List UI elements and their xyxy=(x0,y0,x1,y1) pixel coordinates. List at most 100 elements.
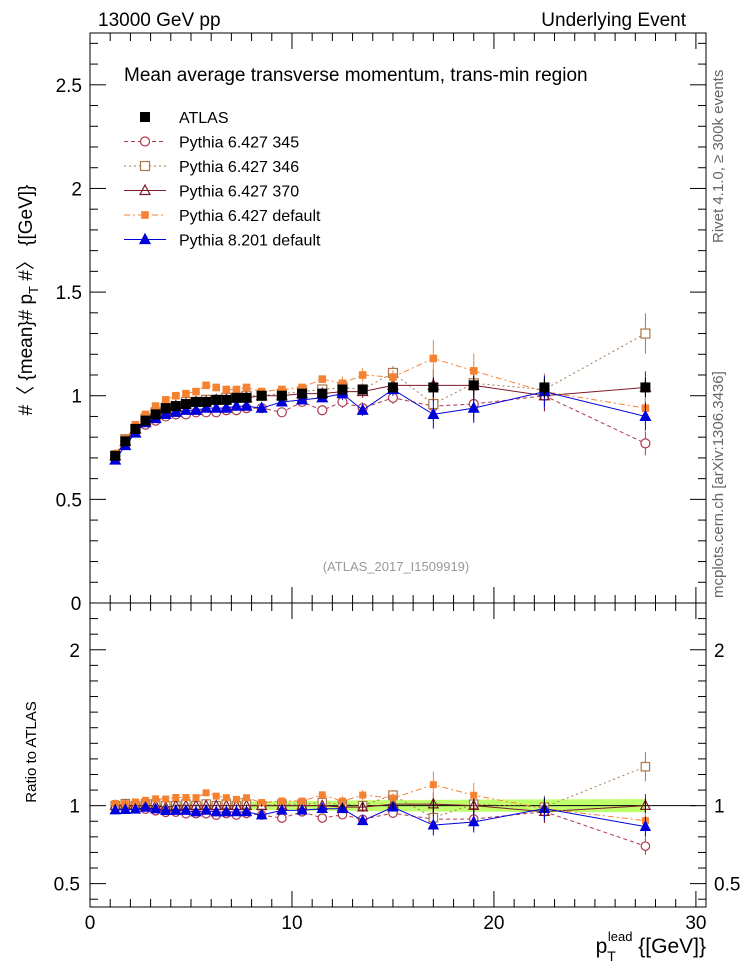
point-pythia-6-427-default xyxy=(298,383,306,392)
ratio-point-pythia-6-427-default xyxy=(212,792,220,800)
point-atlas xyxy=(297,388,308,399)
header-left: 13000 GeV pp xyxy=(98,10,221,31)
ratio-point-pythia-8-201-default xyxy=(639,820,652,831)
point-pythia-6-427-default xyxy=(389,373,397,381)
x-axis-label: pTlead {[GeV]} xyxy=(596,929,706,964)
point-pythia-8-201-default xyxy=(230,399,243,411)
ratio-point-pythia-6-427-default xyxy=(470,791,478,799)
ratio-point-pythia-6-427-default xyxy=(232,795,240,803)
point-pythia-8-201-default xyxy=(467,401,480,413)
ratio-point-pythia-6-427-345 xyxy=(277,813,287,823)
point-pythia-6-427-default xyxy=(318,375,327,383)
point-atlas xyxy=(337,384,348,395)
point-atlas xyxy=(201,396,212,407)
y-tick-label: 0.5 xyxy=(56,490,82,511)
ratio-point-pythia-8-201-default xyxy=(427,818,440,830)
ratio-point-pythia-6-427-default xyxy=(142,796,150,804)
main-y-axis-label: #〈 {mean}# pT #〉 {[GeV]} xyxy=(15,185,41,416)
ratio-point-pythia-6-427-346 xyxy=(640,761,651,772)
ratio-point-pythia-8-201-default xyxy=(190,805,202,817)
point-atlas xyxy=(191,396,202,407)
ratio-y-tick-label-right: 1 xyxy=(714,797,725,818)
ratio-point-pythia-6-427-default xyxy=(258,799,266,807)
rivet-label: Rivet 4.1.0, ≥ 300k events xyxy=(710,70,727,243)
point-atlas xyxy=(468,380,479,391)
point-atlas xyxy=(256,390,267,401)
ratio-point-pythia-8-201-default xyxy=(230,805,243,817)
y-tick-label: 1 xyxy=(71,387,82,408)
ratio-y-tick-label: 1 xyxy=(69,797,80,818)
point-atlas xyxy=(221,394,232,405)
point-atlas xyxy=(150,409,161,420)
point-pythia-8-201-default xyxy=(200,401,213,413)
point-pythia-6-427-default xyxy=(151,402,160,410)
ratio-point-pythia-6-427-default xyxy=(429,781,437,789)
ratio-frame xyxy=(89,602,707,908)
ratio-point-pythia-6-427-345 xyxy=(317,813,328,823)
y-tick-label-zero: 0 xyxy=(71,594,82,615)
ratio-point-pythia-8-201-default xyxy=(200,804,212,815)
point-pythia-6-427-346 xyxy=(640,328,651,339)
legend-marker-pythia-6-427-346 xyxy=(139,160,151,172)
point-atlas xyxy=(387,382,398,393)
y-tick-label: 2 xyxy=(71,179,82,200)
point-pythia-8-201-default xyxy=(639,409,652,422)
ratio-point-pythia-8-201-default xyxy=(220,805,233,817)
ratio-point-pythia-8-201-default xyxy=(160,804,172,815)
x-tick-label: 30 xyxy=(685,913,706,934)
ratio-point-pythia-8-201-default xyxy=(356,814,369,826)
point-pythia-6-427-345 xyxy=(640,438,651,449)
point-atlas xyxy=(640,382,651,393)
ratio-point-pythia-8-201-default xyxy=(316,802,328,814)
legend: ATLAS Pythia 6.427 345 Pythia 6.427 346 Pyt… xyxy=(124,110,321,250)
legend-label-pythia-6-427-345: Pythia 6.427 345 xyxy=(179,135,299,152)
ratio-point-pythia-6-427-default xyxy=(111,799,119,807)
legend-label-pythia-8-201-default: Pythia 8.201 default xyxy=(179,233,321,250)
point-pythia-6-427-default xyxy=(212,383,221,392)
ratio-y-tick-label: 2 xyxy=(69,641,80,662)
legend-label-atlas: ATLAS xyxy=(179,110,229,127)
x-tick-label: 20 xyxy=(483,913,504,934)
point-pythia-8-201-default xyxy=(220,401,233,413)
legend-label-pythia-6-427-346: Pythia 6.427 346 xyxy=(179,159,299,176)
ratio-point-pythia-6-427-default xyxy=(172,793,180,801)
point-pythia-6-427-default xyxy=(232,385,241,394)
point-pythia-8-201-default xyxy=(190,403,203,415)
point-pythia-8-201-default xyxy=(275,395,288,407)
ratio-point-pythia-8-201-default xyxy=(276,803,288,815)
point-pythia-6-427-default xyxy=(429,354,438,363)
ratio-point-pythia-6-427-default xyxy=(389,794,397,802)
legend-marker-atlas xyxy=(140,112,150,122)
ratio-point-pythia-8-201-default xyxy=(170,804,182,815)
ratio-point-pythia-6-427-default xyxy=(298,797,306,805)
ratio-point-pythia-6-427-default xyxy=(338,797,346,805)
point-pythia-6-427-default xyxy=(338,379,347,388)
point-pythia-6-427-default xyxy=(242,383,251,392)
point-pythia-8-201-default xyxy=(179,403,192,415)
point-atlas xyxy=(539,382,550,393)
point-pythia-6-427-default xyxy=(202,381,210,390)
legend-label-pythia-6-427-default: Pythia 6.427 default xyxy=(179,208,321,225)
point-pythia-8-201-default xyxy=(210,401,223,413)
point-pythia-8-201-default xyxy=(169,405,182,417)
ratio-point-pythia-8-201-default xyxy=(296,803,308,815)
ratio-point-pythia-6-427-345 xyxy=(640,841,651,851)
point-pythia-8-201-default xyxy=(296,393,309,405)
point-pythia-6-427-345 xyxy=(276,407,287,418)
point-pythia-6-427-default xyxy=(192,387,200,396)
point-pythia-8-201-default xyxy=(427,407,440,419)
point-atlas xyxy=(276,390,287,401)
ratio-point-pythia-6-427-default xyxy=(222,794,230,802)
point-atlas xyxy=(317,388,328,399)
ratio-point-pythia-6-427-default xyxy=(359,791,367,799)
point-atlas xyxy=(110,450,121,461)
point-atlas xyxy=(180,399,191,410)
header-right: Underlying Event xyxy=(541,10,686,31)
ratio-point-pythia-6-427-default xyxy=(318,791,326,799)
y-tick-label: 1.5 xyxy=(56,283,82,304)
point-atlas xyxy=(241,392,252,403)
legend-marker-pythia-6-427-370 xyxy=(139,183,151,196)
point-pythia-8-201-default xyxy=(356,403,369,415)
point-atlas xyxy=(231,392,242,403)
